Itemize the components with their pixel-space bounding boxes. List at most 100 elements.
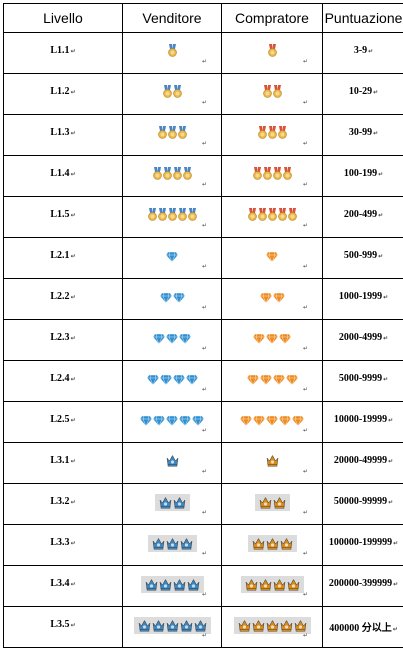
cell-mark: ↵: [302, 140, 308, 147]
cell-mark: ↵: [393, 540, 399, 547]
cell-mark: ↵: [302, 632, 308, 639]
seller-medal-icon: [182, 167, 192, 180]
level-cell: L3.3↵: [3, 524, 123, 566]
points-label: 100000-199999: [328, 537, 393, 548]
level-cell: L3.5↵: [3, 606, 123, 648]
cell-mark: ↵: [201, 181, 207, 188]
level-cell: L2.1↵: [3, 237, 123, 279]
cell-mark: ↵: [302, 591, 308, 598]
cell-mark: ↵: [201, 99, 207, 106]
level-label: L1.4: [50, 168, 70, 179]
table-row: L3.1↵ ↵ ↵ 20000-49999↵: [3, 442, 403, 484]
seller-badge-group: [154, 494, 190, 511]
seller-badge-group: [140, 416, 204, 426]
points-cell: 1000-1999↵: [322, 278, 403, 320]
cell-mark: ↵: [70, 335, 76, 342]
seller-badge-group: [147, 208, 197, 221]
seller-medal-icon: [172, 167, 182, 180]
points-label: 10-29: [348, 86, 373, 97]
cell-mark: ↵: [302, 58, 308, 65]
buyer-diamond-icon: [266, 416, 278, 426]
seller-crown-icon: [166, 454, 179, 467]
cell-mark: ↵: [373, 89, 379, 96]
cell-mark: ↵: [302, 509, 308, 516]
seller-badge-group: [146, 375, 198, 385]
seller-badge-group: [157, 126, 187, 139]
buyer-badge-group: [247, 535, 297, 552]
seller-diamond-icon: [179, 416, 191, 426]
buyer-badge-group: [266, 454, 279, 467]
seller-badge-group: [133, 617, 211, 634]
seller-crown-icon: [194, 619, 207, 632]
cell-mark: ↵: [302, 550, 308, 557]
seller-diamond-icon: [179, 334, 191, 344]
points-cell: 30-99↵: [322, 114, 403, 156]
seller-badge-cell: ↵: [122, 360, 222, 402]
cell-mark: ↵: [70, 581, 76, 588]
seller-badge-cell: ↵: [122, 483, 222, 525]
table-row: L1.5↵ ↵: [3, 196, 403, 238]
buyer-medal-icon: [257, 208, 267, 221]
table-row: L3.3↵ ↵ ↵ 100000-199999↵: [3, 524, 403, 566]
level-label: L2.3: [50, 332, 70, 343]
level-label: L3.2: [50, 496, 70, 507]
buyer-badge-cell: ↵: [221, 73, 323, 115]
level-cell: L3.1↵: [3, 442, 123, 484]
buyer-medal-icon: [272, 167, 282, 180]
buyer-badge-group: [246, 375, 298, 385]
buyer-medal-icon: [277, 126, 287, 139]
buyer-badge-group: [257, 126, 287, 139]
seller-crown-icon: [159, 578, 172, 591]
cell-mark: ↵: [201, 345, 207, 352]
seller-badge-cell: ↵: [122, 565, 222, 607]
points-label: 100-199: [343, 168, 378, 179]
seller-diamond-icon: [192, 416, 204, 426]
cell-mark: ↵: [302, 222, 308, 229]
seller-crown-icon: [166, 537, 179, 550]
buyer-badge-cell: ↵: [221, 565, 323, 607]
level-label: L2.5: [50, 414, 70, 425]
seller-medal-icon: [147, 208, 157, 221]
points-label: 10000-19999: [333, 414, 388, 425]
buyer-diamond-icon: [266, 252, 278, 262]
seller-medal-icon: [162, 167, 172, 180]
cell-mark: ↵: [302, 181, 308, 188]
buyer-crown-icon: [259, 496, 272, 509]
level-cell: L1.3↵: [3, 114, 123, 156]
seller-badge-cell: ↵: [122, 442, 222, 484]
cell-mark: ↵: [302, 427, 308, 434]
buyer-diamond-icon: [246, 375, 259, 385]
cell-mark: ↵: [201, 632, 207, 639]
buyer-crown-icon: [287, 578, 300, 591]
buyer-badge-group: [233, 617, 311, 634]
buyer-medal-icon: [267, 126, 277, 139]
level-cell: L1.4↵: [3, 155, 123, 197]
buyer-badge-group: [240, 576, 304, 593]
seller-crown-icon: [173, 496, 186, 509]
level-label: L3.3: [50, 537, 70, 548]
buyer-badge-cell: ↵: [221, 606, 323, 648]
seller-diamond-icon: [172, 293, 185, 303]
cell-mark: ↵: [70, 89, 76, 96]
cell-mark: ↵: [373, 130, 379, 137]
buyer-badge-cell: ↵: [221, 196, 323, 238]
cell-mark: ↵: [378, 253, 384, 260]
cell-mark: ↵: [201, 140, 207, 147]
points-cell: 100000-199999↵: [322, 524, 403, 566]
cell-mark: ↵: [302, 345, 308, 352]
cell-mark: ↵: [201, 468, 207, 475]
cell-mark: ↵: [392, 626, 398, 633]
cell-mark: ↵: [70, 130, 76, 137]
buyer-medal-icon: [272, 85, 282, 98]
buyer-diamond-icon: [279, 334, 291, 344]
buyer-diamond-icon: [253, 416, 265, 426]
seller-badge-cell: ↵: [122, 73, 222, 115]
cell-mark: ↵: [201, 58, 207, 65]
seller-badge-cell: ↵: [122, 606, 222, 648]
seller-diamond-icon: [153, 334, 165, 344]
cell-mark: ↵: [378, 171, 384, 178]
buyer-diamond-icon: [285, 375, 298, 385]
buyer-crown-icon: [259, 578, 272, 591]
points-label: 5000-9999: [338, 373, 383, 384]
header-row: Livello Venditore Compratore Puntuazione: [3, 3, 403, 33]
